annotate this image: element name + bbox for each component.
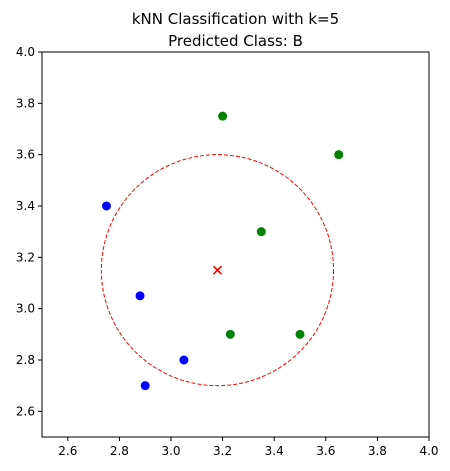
data-point-series-1-1 bbox=[334, 150, 344, 160]
x-axis: 2.6 2.8 3.0 3.2 3.4 3.6 3.8 4.0 bbox=[58, 437, 439, 458]
data-point-series-1-3 bbox=[225, 329, 235, 339]
x-tick-label: 3.2 bbox=[213, 444, 232, 458]
data-point-series-0-1 bbox=[135, 291, 145, 301]
x-tick-label: 3.8 bbox=[368, 444, 387, 458]
y-tick-label: 3.0 bbox=[16, 302, 35, 316]
x-tick-label: 3.0 bbox=[161, 444, 180, 458]
y-tick-label: 3.8 bbox=[16, 96, 35, 110]
y-tick-label: 4.0 bbox=[16, 45, 35, 59]
plot-area bbox=[100, 111, 344, 391]
x-tick-label: 3.4 bbox=[265, 444, 284, 458]
y-tick-label: 3.4 bbox=[16, 199, 35, 213]
data-point-series-1-2 bbox=[256, 227, 266, 237]
axes-frame bbox=[41, 51, 430, 438]
y-tick-label: 2.8 bbox=[16, 353, 35, 367]
data-point-series-0-0 bbox=[102, 201, 111, 211]
chart-subtitle: Predicted Class: B bbox=[168, 32, 303, 50]
neighbor-radius-circle bbox=[100, 154, 335, 387]
query-point-marker bbox=[212, 265, 223, 275]
chart-title: kNN Classification with k=5 bbox=[132, 10, 339, 28]
data-point-series-0-3 bbox=[140, 381, 150, 391]
query-marker-stroke bbox=[212, 265, 223, 275]
y-tick-label: 2.6 bbox=[16, 404, 35, 418]
y-tick-label: 3.2 bbox=[16, 250, 35, 264]
x-tick-label: 3.6 bbox=[316, 444, 335, 458]
y-axis: 2.6 2.8 3.0 3.2 3.4 3.6 3.8 4.0 bbox=[16, 45, 42, 418]
x-tick-label: 4.0 bbox=[419, 444, 438, 458]
x-tick-label: 2.6 bbox=[58, 444, 77, 458]
y-tick-label: 3.6 bbox=[16, 148, 35, 162]
data-point-series-1-4 bbox=[295, 329, 305, 339]
x-tick-label: 2.8 bbox=[110, 444, 129, 458]
data-point-series-0-2 bbox=[179, 355, 189, 365]
data-point-series-1-0 bbox=[218, 111, 228, 121]
